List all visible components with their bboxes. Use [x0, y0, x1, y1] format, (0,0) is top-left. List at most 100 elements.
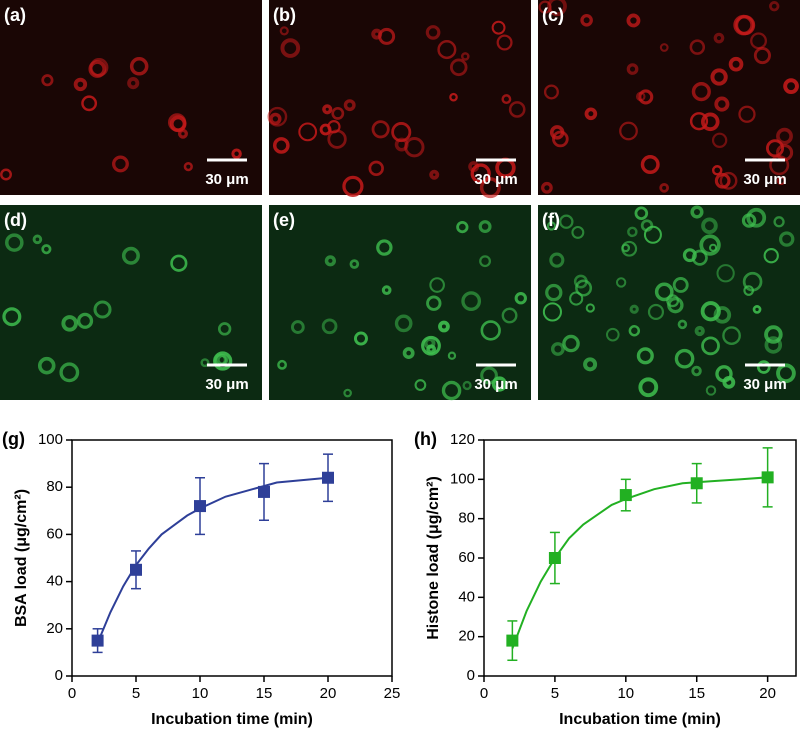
- fit-line: [511, 476, 768, 649]
- panel-label: (d): [4, 210, 27, 230]
- cell: [394, 137, 409, 152]
- cell: [449, 58, 468, 77]
- cell: [714, 96, 730, 112]
- cell: [672, 277, 689, 293]
- cell: [376, 239, 393, 256]
- cell: [682, 248, 697, 263]
- cell: [41, 74, 54, 87]
- cell: [691, 82, 711, 102]
- scale-bar-label: 30 μm: [743, 171, 786, 188]
- x-tick-label: 25: [384, 685, 401, 702]
- micrograph: [269, 0, 531, 195]
- cell: [342, 175, 364, 197]
- data-point: [91, 634, 104, 647]
- panel-label: (a): [4, 5, 26, 25]
- data-point: [130, 563, 142, 576]
- cell: [269, 112, 282, 126]
- cell: [705, 385, 717, 396]
- cell: [629, 304, 639, 314]
- cell: [169, 115, 187, 133]
- cell: [569, 291, 584, 306]
- scale-bar-label: 30 μm: [205, 171, 248, 188]
- panel-label: (g): [2, 429, 25, 449]
- panel-label: (c): [542, 5, 564, 25]
- cell: [394, 314, 413, 333]
- cell: [462, 380, 472, 391]
- cell: [217, 322, 232, 336]
- cell: [213, 351, 233, 371]
- cell: [343, 388, 352, 398]
- cell: [752, 305, 762, 314]
- cell: [573, 274, 588, 289]
- scale-bar-label: 30 μm: [474, 171, 517, 188]
- cell: [742, 271, 763, 292]
- cell: [501, 307, 518, 324]
- micrograph: [538, 0, 800, 195]
- cell: [429, 169, 440, 180]
- cell: [322, 104, 333, 115]
- cell: [605, 327, 620, 342]
- cell: [691, 365, 702, 377]
- cell: [437, 40, 457, 60]
- cell: [583, 357, 598, 372]
- cell: [491, 376, 508, 392]
- data-point: [194, 500, 206, 513]
- cell: [701, 336, 720, 356]
- cell: [429, 277, 445, 293]
- cell: [112, 155, 129, 173]
- micrograph: [0, 0, 262, 195]
- x-tick-label: 10: [192, 685, 209, 702]
- cell: [776, 176, 786, 186]
- cell: [349, 259, 360, 269]
- cell: [626, 13, 641, 28]
- cell: [549, 252, 565, 268]
- panel-label: (b): [273, 5, 296, 25]
- cell: [708, 243, 718, 252]
- cell: [343, 99, 356, 112]
- cell: [32, 234, 43, 245]
- cell: [783, 78, 799, 95]
- fit-line: [96, 476, 329, 644]
- data-point: [548, 552, 561, 564]
- cell: [635, 91, 646, 102]
- data-point: [619, 489, 632, 502]
- cell: [753, 46, 771, 65]
- cell: [778, 231, 795, 247]
- cell: [0, 168, 12, 181]
- cell: [638, 89, 654, 105]
- cell: [272, 137, 290, 154]
- cell: [722, 375, 736, 389]
- cell: [290, 320, 305, 334]
- x-axis-title: Incubation time (min): [151, 711, 313, 728]
- data-point: [258, 485, 270, 498]
- cell: [711, 132, 728, 148]
- panel-label: (h): [414, 429, 437, 449]
- cell: [127, 77, 140, 90]
- cell: [659, 183, 670, 193]
- cell: [585, 303, 595, 313]
- x-tick-label: 5: [132, 685, 140, 702]
- cell: [461, 291, 482, 311]
- cell: [627, 226, 638, 238]
- x-tick-label: 0: [480, 685, 488, 702]
- cell: [480, 320, 501, 341]
- cell: [496, 34, 513, 51]
- cell: [710, 68, 728, 86]
- cell: [722, 326, 741, 345]
- cell: [713, 32, 725, 44]
- cell: [667, 296, 684, 314]
- scale-bar-label: 30 μm: [474, 376, 517, 393]
- cell: [546, 221, 557, 231]
- cell: [654, 282, 674, 302]
- y-tick-label: 100: [450, 470, 475, 487]
- cell: [414, 379, 427, 391]
- cell: [550, 342, 565, 356]
- cell: [508, 101, 526, 118]
- cell: [200, 358, 210, 368]
- cell: [716, 264, 735, 283]
- micrograph: [269, 205, 531, 400]
- cell: [425, 25, 441, 40]
- x-axis-title: Incubation time (min): [559, 711, 721, 728]
- cell: [628, 325, 641, 337]
